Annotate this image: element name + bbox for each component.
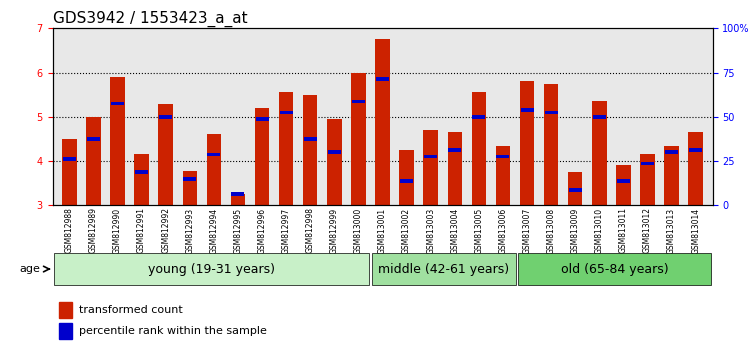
Bar bbox=[640, 154, 655, 205]
Bar bbox=[689, 148, 702, 152]
Bar bbox=[327, 119, 341, 205]
FancyBboxPatch shape bbox=[371, 253, 516, 285]
Bar bbox=[232, 193, 244, 196]
Bar bbox=[641, 161, 654, 165]
Text: GSM813013: GSM813013 bbox=[667, 207, 676, 253]
Text: GDS3942 / 1553423_a_at: GDS3942 / 1553423_a_at bbox=[53, 11, 248, 27]
Text: GSM813008: GSM813008 bbox=[547, 207, 556, 253]
Text: GSM813001: GSM813001 bbox=[378, 207, 387, 253]
Text: GSM812990: GSM812990 bbox=[113, 207, 122, 253]
Bar bbox=[351, 73, 366, 205]
Bar bbox=[544, 111, 557, 114]
Bar bbox=[592, 115, 606, 119]
Bar bbox=[59, 302, 72, 318]
Text: GSM813005: GSM813005 bbox=[474, 207, 483, 254]
Bar bbox=[63, 157, 76, 161]
Bar bbox=[520, 81, 534, 205]
Text: GSM812998: GSM812998 bbox=[306, 207, 315, 253]
Bar bbox=[303, 95, 317, 205]
Text: GSM812995: GSM812995 bbox=[233, 207, 242, 253]
Bar bbox=[110, 77, 125, 205]
Bar bbox=[472, 92, 486, 205]
Bar bbox=[182, 171, 197, 205]
Bar bbox=[665, 150, 678, 154]
Bar bbox=[134, 154, 148, 205]
Bar bbox=[328, 150, 340, 154]
Bar bbox=[472, 115, 485, 119]
Text: GSM813006: GSM813006 bbox=[499, 207, 508, 254]
Bar bbox=[279, 92, 293, 205]
Bar bbox=[255, 108, 269, 205]
Text: GSM813002: GSM813002 bbox=[402, 207, 411, 253]
Text: young (19-31 years): young (19-31 years) bbox=[148, 263, 275, 275]
Bar bbox=[400, 179, 413, 183]
Bar bbox=[520, 108, 533, 112]
Text: GSM812999: GSM812999 bbox=[330, 207, 339, 253]
Bar bbox=[375, 39, 390, 205]
Text: GSM812991: GSM812991 bbox=[137, 207, 146, 253]
Bar bbox=[62, 139, 76, 205]
Text: GSM813014: GSM813014 bbox=[692, 207, 700, 253]
Bar bbox=[208, 153, 220, 156]
Bar bbox=[568, 172, 583, 205]
Bar bbox=[352, 99, 365, 103]
Bar bbox=[424, 130, 438, 205]
Bar bbox=[448, 132, 462, 205]
Bar bbox=[616, 166, 631, 205]
Bar bbox=[207, 133, 221, 205]
Bar bbox=[183, 177, 196, 181]
Text: GSM813007: GSM813007 bbox=[523, 207, 532, 254]
Text: middle (42-61 years): middle (42-61 years) bbox=[378, 263, 509, 275]
Text: GSM813003: GSM813003 bbox=[426, 207, 435, 254]
Text: GSM812993: GSM812993 bbox=[185, 207, 194, 253]
Bar bbox=[59, 323, 72, 339]
Text: GSM812989: GSM812989 bbox=[89, 207, 98, 253]
Bar bbox=[544, 84, 558, 205]
Bar bbox=[688, 132, 703, 205]
Bar bbox=[135, 170, 148, 174]
Text: GSM812996: GSM812996 bbox=[257, 207, 266, 253]
Text: GSM813010: GSM813010 bbox=[595, 207, 604, 253]
Bar bbox=[592, 101, 607, 205]
Bar bbox=[159, 115, 172, 119]
Bar bbox=[111, 102, 124, 105]
Text: age: age bbox=[20, 264, 40, 274]
Bar bbox=[568, 188, 582, 192]
Text: GSM813011: GSM813011 bbox=[619, 207, 628, 253]
Text: GSM812994: GSM812994 bbox=[209, 207, 218, 253]
Text: transformed count: transformed count bbox=[79, 305, 183, 315]
Bar bbox=[616, 179, 630, 183]
Bar bbox=[376, 78, 389, 81]
Bar bbox=[86, 117, 100, 205]
Text: GSM812988: GSM812988 bbox=[64, 207, 74, 253]
Bar bbox=[231, 194, 245, 205]
Text: GSM813012: GSM813012 bbox=[643, 207, 652, 253]
Bar bbox=[256, 117, 268, 121]
Bar bbox=[496, 155, 509, 159]
FancyBboxPatch shape bbox=[518, 253, 711, 285]
Bar bbox=[448, 148, 461, 152]
Text: GSM812992: GSM812992 bbox=[161, 207, 170, 253]
Bar bbox=[399, 150, 414, 205]
Text: old (65-84 years): old (65-84 years) bbox=[561, 263, 668, 275]
Bar bbox=[496, 145, 510, 205]
Bar bbox=[280, 111, 292, 114]
Text: percentile rank within the sample: percentile rank within the sample bbox=[79, 326, 267, 336]
Text: GSM813000: GSM813000 bbox=[354, 207, 363, 254]
Text: GSM812997: GSM812997 bbox=[282, 207, 291, 253]
Bar bbox=[424, 155, 437, 159]
Text: GSM813009: GSM813009 bbox=[571, 207, 580, 254]
Bar bbox=[304, 137, 316, 141]
Bar bbox=[87, 137, 100, 141]
FancyBboxPatch shape bbox=[54, 253, 369, 285]
Text: GSM813004: GSM813004 bbox=[450, 207, 459, 254]
Bar bbox=[158, 104, 173, 205]
Bar bbox=[664, 145, 679, 205]
